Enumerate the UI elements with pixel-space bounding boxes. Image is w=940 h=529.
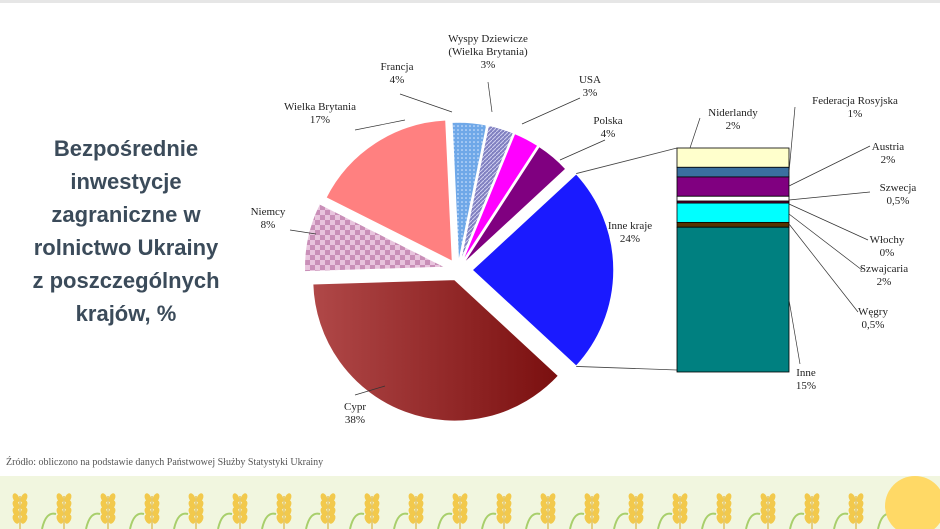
label-inne-kraje: Inne kraje 24% [608,220,652,245]
chart-labels: Cypr 38% Niemcy 8% Wielka Brytania 17% Francja… [251,33,917,426]
label-wlochy: Włochy 0% [870,234,905,259]
pie-leader [521,97,581,125]
bar-segment-austria [676,176,790,197]
bar-segment-federacja-rosyjska [676,166,790,178]
leader-szwecja [788,191,871,201]
bar-segment-inne [676,226,790,373]
pie-leader [487,81,493,113]
pie-leader [289,229,317,235]
label-inne: Inne 15% [796,367,816,392]
pie-slice-niemcy [303,202,447,273]
wheat-footer-decoration [0,476,940,529]
pie-chart [303,118,615,423]
label-cypr: Cypr 38% [344,401,366,426]
label-federacja-rosyjska: Federacja Rosyjska 1% [812,95,898,120]
pie-slice-wielka-brytania [324,118,454,263]
breakdown-connectors [576,147,678,371]
label-francja: Francja 4% [381,61,414,86]
breakdown-bar [676,147,790,373]
label-wielka-brytania: Wielka Brytania 17% [284,101,356,126]
pie-slice-inne-kraje [470,172,615,368]
label-polska: Polska 4% [593,115,622,140]
pie-slice-usa [460,132,540,266]
leader-federacja-rosyjska [788,106,796,173]
bar-segment-niderlandy [676,147,790,168]
pie-slice-francja [451,121,488,265]
connector-bottom [576,366,678,371]
page-title: Bezpośrednie inwestycje zagraniczne w ro… [32,136,220,326]
top-divider [0,0,940,3]
label-usa: USA 3% [579,74,601,99]
pie-slice-cypr [311,278,560,423]
bar-segment-wegry [676,221,790,228]
leader-inne [788,299,801,365]
label-niemcy: Niemcy 8% [251,206,286,231]
pie-slice-polska [461,145,568,266]
label-niderlandy: Niderlandy 2% [708,107,758,132]
leader-niderlandy [689,117,701,149]
leader-wegry [788,223,859,313]
pie-slice-wyspy-dziewicze-wielka-brytania [459,124,515,265]
bar-segment-szwajcaria [676,202,790,223]
label-wegry: Węgry 0,5% [858,306,888,331]
leader-austria [788,145,871,187]
pie-leader [354,119,406,131]
pie-leader [399,93,453,113]
pie-leader [559,139,606,161]
source-note: Źródło: obliczono na podstawie danych Pa… [6,457,324,468]
label-austria: Austria 2% [872,141,905,166]
leader-wlochy [788,203,869,241]
label-wyspy-dziewicze-wielka-brytania: Wyspy Dziewicze (Wielka Brytania) 3% [448,33,528,71]
connector-top [576,147,678,174]
bar-segment-szwecja [676,195,790,202]
leader-szwajcaria [788,213,863,271]
pie-leader [354,385,386,396]
label-szwajcaria: Szwajcaria 2% [860,263,908,288]
label-szwecja: Szwecja 0,5% [880,182,917,207]
